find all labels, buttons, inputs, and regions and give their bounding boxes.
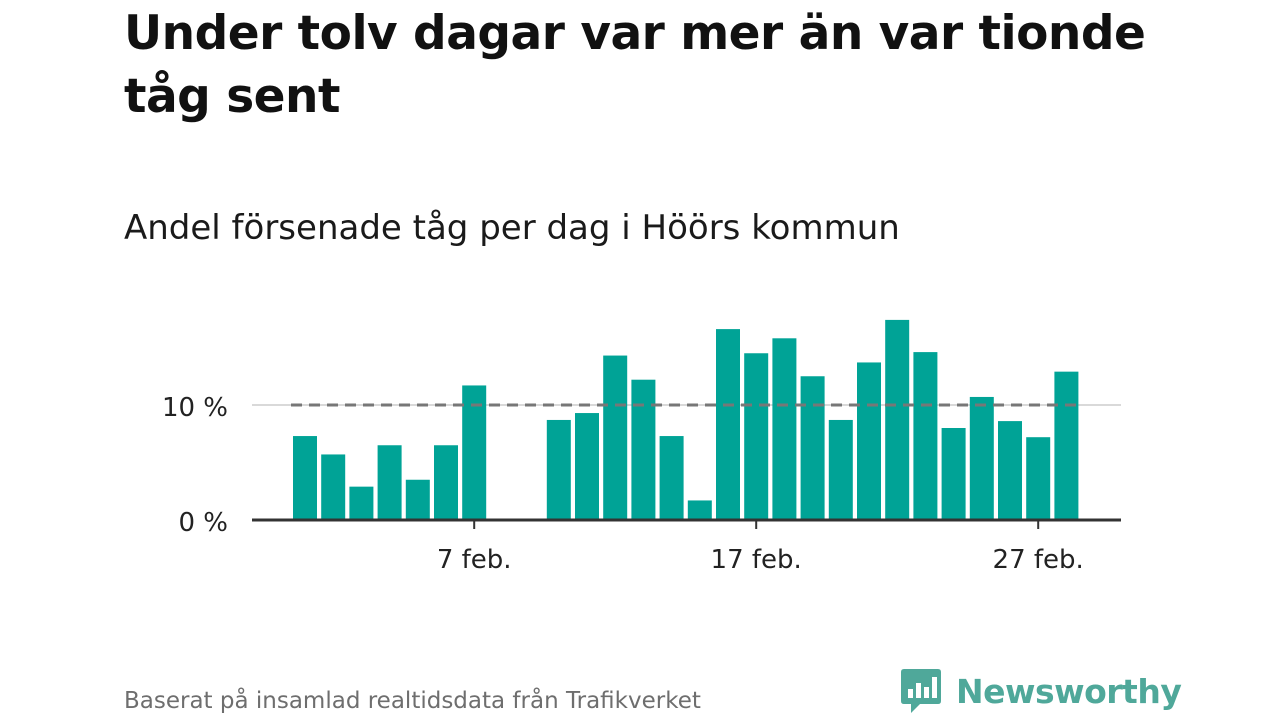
bar [546,419,571,520]
newsworthy-logo-icon [901,669,941,713]
bar [603,355,628,520]
bar [405,479,430,520]
bar [716,329,740,520]
bar [800,376,825,520]
bar [293,436,317,520]
brand-name: Newsworthy [956,671,1182,711]
bar [828,419,853,520]
bar [349,486,374,520]
y-tick-label: 0 % [178,508,228,538]
bar [434,445,458,520]
chart-subtitle: Andel försenade tåg per dag i Höörs komm… [124,208,900,248]
bar [1054,371,1079,520]
bar [575,413,599,520]
bar [631,379,656,520]
brand-logo[interactable]: Newsworthy [900,666,1182,716]
chart-title: Under tolv dagar var mer än var tionde t… [124,6,1146,124]
bar [321,454,346,520]
bar [687,500,712,520]
bar [462,385,487,520]
y-tick-label: 10 % [162,393,228,423]
bar [744,353,769,520]
x-tick-label: 7 feb. [437,545,512,575]
bar [913,352,938,520]
bar [659,436,684,520]
x-tick-label: 27 feb. [993,545,1084,575]
bar [377,445,402,520]
x-tick-label: 17 feb. [711,545,802,575]
bar [857,362,881,520]
bars [293,319,1079,520]
bar [885,319,910,520]
bar [1026,437,1051,520]
bar [998,421,1022,520]
bar [969,396,994,520]
axes: 0 % 10 % 7 feb. 17 feb. 27 feb. [162,393,1121,575]
bar [941,428,966,520]
bar [772,338,797,520]
source-note: Baserat på insamlad realtidsdata från Tr… [124,688,701,714]
